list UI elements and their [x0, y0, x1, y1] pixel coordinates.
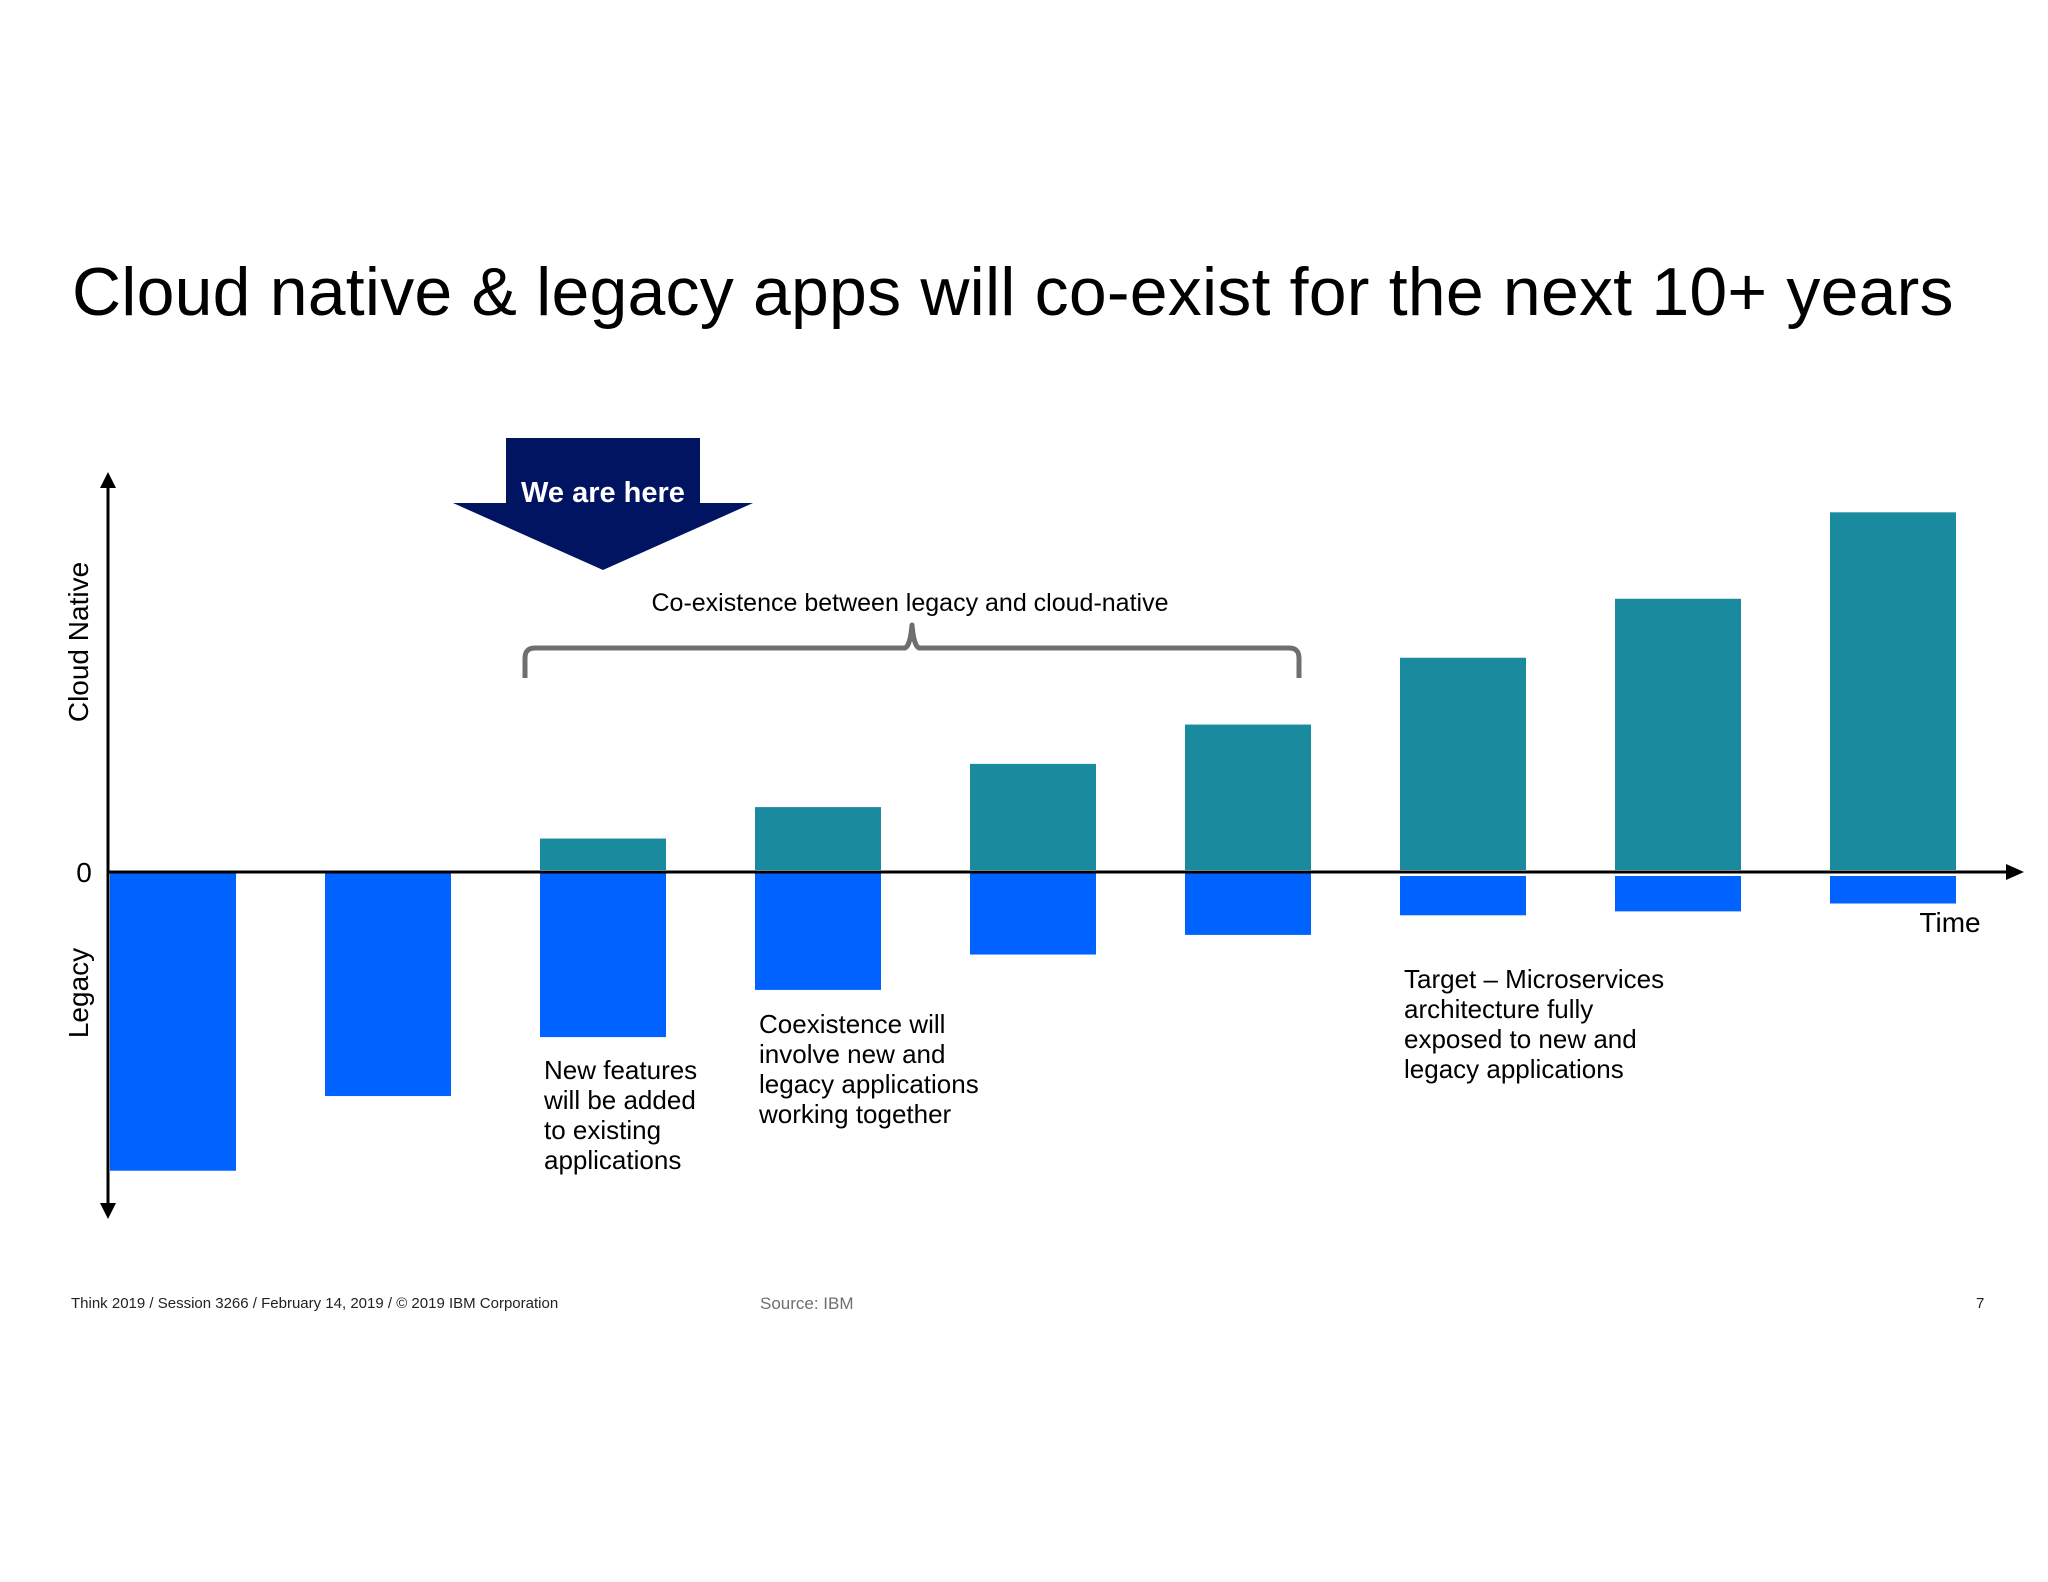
legacy-bar — [1185, 872, 1311, 935]
cloud-native-bar — [1615, 598, 1741, 870]
annotation-note-line: exposed to new and — [1404, 1024, 1637, 1054]
source-text: Source: IBM — [760, 1294, 854, 1313]
zero-label: 0 — [76, 857, 92, 888]
legacy-bar — [970, 872, 1096, 955]
cloud-native-bar — [540, 838, 666, 870]
legacy-bar — [1830, 876, 1956, 904]
legacy-bar — [540, 872, 666, 1038]
cloud-native-bar — [1185, 724, 1311, 870]
we-are-here-label: We are here — [521, 477, 685, 509]
legacy-bar — [1400, 876, 1526, 916]
annotation-note-line: legacy applications — [1404, 1054, 1624, 1084]
annotation-note-line: to existing — [544, 1115, 661, 1145]
legacy-bar — [110, 872, 236, 1171]
legacy-bar — [1615, 876, 1741, 912]
y-axis-label-legacy: Legacy — [63, 948, 94, 1038]
annotation-note-line: involve new and — [759, 1039, 945, 1069]
cloud-native-bar — [1400, 657, 1526, 870]
legacy-bar — [755, 872, 881, 990]
cloud-native-bar — [1830, 512, 1956, 870]
annotation-note-line: Coexistence will — [759, 1009, 945, 1039]
annotation-note-line: Target – Microservices — [1404, 964, 1664, 994]
x-axis-arrow — [2006, 864, 2024, 880]
annotation-note-line: legacy applications — [759, 1069, 979, 1099]
annotation-note-line: applications — [544, 1145, 681, 1175]
slide-title: Cloud native & legacy apps will co-exist… — [72, 254, 1954, 330]
we-are-here-arrow — [453, 438, 753, 570]
y-axis-label-cloud-native: Cloud Native — [63, 562, 94, 722]
x-axis-label: Time — [1919, 907, 1980, 938]
cloud-native-bar — [755, 807, 881, 870]
annotation-note-line: working together — [758, 1099, 952, 1129]
annotation-note-line: New features — [544, 1055, 697, 1085]
annotation-note-line: architecture fully — [1404, 994, 1593, 1024]
y-axis-arrow-up — [100, 472, 116, 488]
page-number: 7 — [1976, 1295, 1985, 1312]
footer-text: Think 2019 / Session 3266 / February 14,… — [71, 1295, 559, 1312]
y-axis-arrow-down — [100, 1203, 116, 1219]
coexistence-brace — [522, 622, 1302, 678]
annotation-note-line: will be added — [543, 1085, 696, 1115]
legacy-bar — [325, 872, 451, 1097]
cloud-native-bar — [970, 763, 1096, 870]
coexistence-label: Co-existence between legacy and cloud-na… — [652, 589, 1169, 617]
